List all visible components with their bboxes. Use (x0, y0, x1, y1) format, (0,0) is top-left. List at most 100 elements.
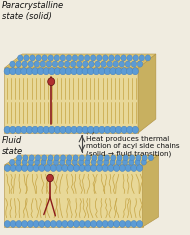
Circle shape (42, 155, 47, 161)
Circle shape (40, 61, 46, 67)
Circle shape (10, 61, 15, 67)
Circle shape (79, 220, 85, 227)
Circle shape (50, 165, 56, 172)
Circle shape (99, 68, 105, 75)
Circle shape (91, 159, 96, 165)
Circle shape (115, 126, 122, 133)
Circle shape (16, 220, 22, 227)
Circle shape (115, 55, 120, 61)
Bar (4, 68, 138, 133)
Circle shape (32, 68, 38, 75)
Circle shape (21, 165, 28, 172)
Circle shape (73, 220, 79, 227)
Circle shape (48, 78, 55, 86)
Circle shape (62, 165, 68, 172)
Polygon shape (138, 54, 156, 133)
Circle shape (33, 165, 39, 172)
Circle shape (76, 126, 83, 133)
Circle shape (127, 68, 133, 75)
Circle shape (136, 155, 141, 161)
Circle shape (82, 126, 88, 133)
Circle shape (27, 220, 33, 227)
Circle shape (108, 220, 114, 227)
Circle shape (36, 55, 41, 61)
Circle shape (141, 159, 146, 165)
Circle shape (43, 126, 49, 133)
Circle shape (137, 165, 143, 172)
Circle shape (35, 159, 40, 165)
Circle shape (102, 165, 108, 172)
Circle shape (47, 159, 52, 165)
Circle shape (49, 68, 55, 75)
Circle shape (98, 155, 103, 161)
Circle shape (39, 220, 45, 227)
Circle shape (56, 165, 62, 172)
Circle shape (104, 68, 111, 75)
Circle shape (62, 220, 68, 227)
Circle shape (76, 68, 83, 75)
Circle shape (52, 61, 58, 67)
Circle shape (103, 55, 108, 61)
Circle shape (22, 61, 27, 67)
Circle shape (110, 126, 116, 133)
Circle shape (131, 61, 137, 67)
Circle shape (37, 68, 44, 75)
Circle shape (50, 220, 56, 227)
Circle shape (45, 220, 51, 227)
Circle shape (78, 55, 84, 61)
Circle shape (88, 126, 94, 133)
Circle shape (24, 55, 29, 61)
Circle shape (37, 126, 44, 133)
Circle shape (137, 61, 143, 67)
Circle shape (117, 155, 122, 161)
Circle shape (26, 126, 33, 133)
Circle shape (29, 155, 34, 161)
Circle shape (83, 61, 88, 67)
Polygon shape (142, 155, 158, 227)
Circle shape (45, 165, 51, 172)
Circle shape (10, 159, 15, 165)
Circle shape (65, 126, 72, 133)
Circle shape (121, 68, 127, 75)
Circle shape (16, 165, 22, 172)
Circle shape (4, 126, 10, 133)
Circle shape (121, 55, 126, 61)
Circle shape (101, 61, 106, 67)
Circle shape (111, 155, 116, 161)
Circle shape (33, 220, 39, 227)
Circle shape (30, 55, 35, 61)
Circle shape (21, 220, 28, 227)
Circle shape (60, 159, 65, 165)
Circle shape (21, 126, 27, 133)
Circle shape (127, 55, 132, 61)
Circle shape (115, 68, 122, 75)
Circle shape (122, 159, 128, 165)
Circle shape (23, 155, 28, 161)
Circle shape (16, 61, 21, 67)
Circle shape (78, 159, 84, 165)
Circle shape (35, 155, 40, 161)
Circle shape (64, 61, 70, 67)
Circle shape (66, 159, 71, 165)
Circle shape (119, 220, 125, 227)
Circle shape (137, 220, 143, 227)
Circle shape (54, 55, 59, 61)
Circle shape (123, 155, 128, 161)
Circle shape (108, 165, 114, 172)
Circle shape (65, 68, 72, 75)
Circle shape (96, 165, 102, 172)
Circle shape (43, 68, 49, 75)
Circle shape (66, 55, 72, 61)
Circle shape (28, 61, 33, 67)
Circle shape (125, 61, 131, 67)
Circle shape (119, 61, 124, 67)
Circle shape (73, 155, 78, 161)
Circle shape (4, 220, 10, 227)
Circle shape (129, 159, 134, 165)
Circle shape (54, 155, 59, 161)
Circle shape (104, 155, 110, 161)
Circle shape (93, 68, 100, 75)
Circle shape (99, 126, 105, 133)
Circle shape (77, 61, 82, 67)
Circle shape (60, 155, 66, 161)
